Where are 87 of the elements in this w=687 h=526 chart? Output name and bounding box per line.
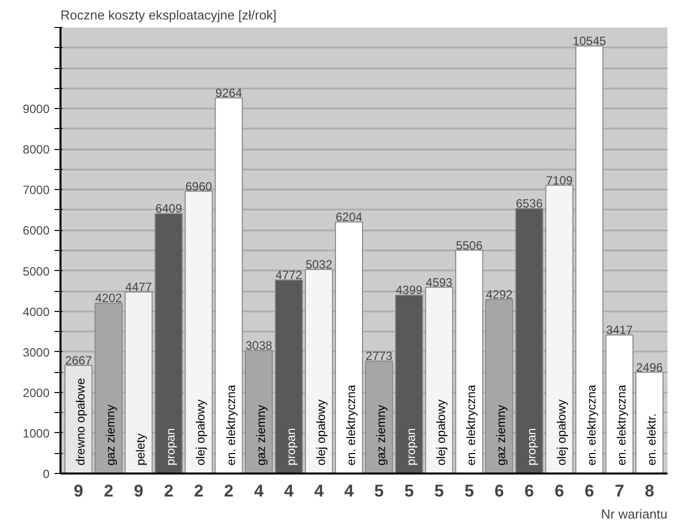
y-tick-label: 3000: [22, 345, 50, 360]
y-tick-label: 4000: [22, 304, 50, 319]
data-label: 4772: [276, 268, 303, 282]
bar: [124, 291, 153, 474]
text: gaz ziemny: [254, 404, 268, 466]
x-tick-label: 8: [644, 482, 654, 500]
bar: [304, 268, 333, 474]
x-tick-label: 6: [494, 482, 504, 500]
bar: [545, 184, 574, 474]
text: olej opałowy: [554, 399, 568, 466]
data-label: 3038: [245, 338, 272, 352]
x-tick-label: 5: [374, 482, 384, 500]
bar: [515, 208, 544, 474]
bar: [605, 334, 634, 474]
x-tick-label: 2: [104, 482, 114, 500]
data-label: 9264: [215, 86, 242, 100]
x-tick-label: 5: [434, 482, 444, 500]
bar: [395, 294, 424, 474]
x-tick-label: 7: [614, 482, 624, 500]
text: en. elektryczna: [614, 384, 628, 466]
data-label: 10545: [572, 34, 606, 48]
y-tick-label: 0: [42, 467, 50, 481]
x-tick-label: 4: [314, 482, 324, 500]
x-tick-label: 5: [404, 482, 414, 500]
data-label: 2667: [65, 353, 92, 368]
bar: [635, 372, 664, 474]
x-tick-label: 6: [554, 482, 564, 500]
bar: [274, 280, 303, 474]
data-label: 2496: [636, 360, 664, 374]
series-label: olej opałowy: [434, 399, 448, 466]
bar: [184, 190, 213, 474]
x-tick-label: 4: [284, 482, 294, 500]
y-tick-label: 6000: [22, 224, 50, 238]
y-tick-label: 5000: [22, 264, 50, 278]
x-tick-label: 2: [194, 482, 204, 500]
x-tick-label: 9: [134, 482, 144, 500]
data-label: 4477: [125, 280, 152, 294]
y-tick-label: 7000: [22, 183, 50, 198]
text: gaz ziemny: [374, 404, 388, 466]
data-label: 6204: [336, 210, 363, 224]
bar: [575, 45, 604, 474]
x-tick-label: 6: [584, 482, 594, 500]
bar: [334, 221, 363, 474]
bar: [455, 250, 484, 474]
x-tick-label: 6: [524, 482, 534, 500]
text: en. elektryczna: [584, 384, 598, 466]
text: gaz ziemny: [104, 404, 118, 466]
data-label: 6960: [185, 179, 212, 194]
x-tick-label: 2: [164, 482, 174, 500]
text: olej opałowy: [314, 399, 328, 466]
text: propan: [404, 428, 418, 466]
text: propan: [284, 428, 298, 466]
text: propan: [524, 428, 538, 466]
x-tick-label: 9: [74, 482, 84, 500]
bar: [425, 286, 454, 474]
data-label: 4202: [95, 291, 122, 306]
data-label: 6536: [516, 196, 543, 210]
y-tick-label: 9000: [22, 102, 50, 116]
data-label: 4399: [396, 283, 423, 298]
series-label: gaz ziemny: [494, 404, 508, 466]
x-tick-label: 2: [224, 482, 234, 500]
y-tick-label: 1000: [22, 426, 50, 440]
y-axis-title: Roczne koszty eksploatacyjne [zł/rok]: [60, 8, 277, 22]
data-label: 6409: [155, 202, 182, 216]
y-tick-label: 2000: [22, 386, 50, 400]
y-tick-label: 8000: [22, 142, 50, 157]
bar: [154, 213, 183, 474]
data-label: 4593: [426, 275, 453, 290]
data-label: 7109: [546, 173, 573, 188]
text: en. elektryczna: [224, 384, 238, 466]
x-tick-label: 5: [464, 482, 474, 500]
series-label: en. elektryczna: [464, 384, 478, 466]
bar: [214, 97, 243, 474]
text: en. elektryczna: [344, 384, 358, 466]
data-label: 4292: [486, 287, 513, 302]
x-tick-label: 4: [254, 482, 264, 500]
series-label: en. elektr.: [644, 413, 658, 466]
series-label: drewno opałowe: [74, 378, 88, 466]
x-tick-label: 4: [344, 482, 354, 500]
series-label: propan: [164, 428, 178, 466]
data-label: 3417: [606, 322, 634, 337]
series-label: pelety: [134, 433, 148, 466]
text: olej opałowy: [194, 399, 208, 466]
data-label: 5506: [456, 238, 483, 252]
data-label: 2773: [366, 349, 393, 364]
x-axis-title: Nr wariantu: [601, 506, 668, 522]
data-label: 5032: [306, 257, 333, 272]
